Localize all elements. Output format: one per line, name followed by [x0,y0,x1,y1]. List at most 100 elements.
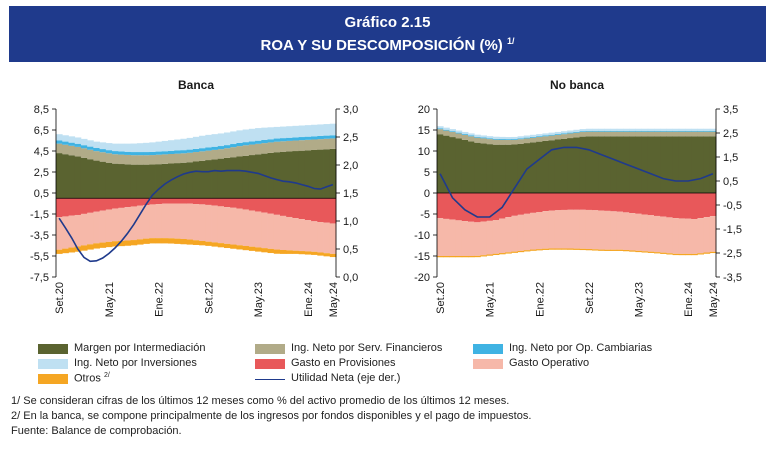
bar-cambiarias [561,133,568,135]
bar-operativo [703,217,711,253]
bar-provisiones [304,198,312,221]
bar-inversiones [480,135,487,138]
bar-inversiones [56,134,63,141]
bar-cambiarias [211,146,219,150]
bar-serv [292,140,300,152]
bar-cambiarias [174,150,181,154]
bar-margen [697,136,704,193]
bar-otros [298,251,306,255]
bar-margen [554,139,562,193]
bar-operativo [548,210,556,249]
bar-serv [280,141,287,152]
bar-margen [205,160,212,199]
bar-provisiones [443,193,450,219]
bar-provisiones [317,198,324,223]
bar-provisiones [280,198,287,216]
bar-cambiarias [255,140,262,144]
bar-serv [255,143,262,155]
bar-serv [592,131,599,137]
bar-otros [623,249,630,252]
bar-margen [530,142,537,193]
bar-provisiones [273,198,281,215]
bar-otros [585,249,593,251]
bar-cambiarias [130,152,138,156]
bar-margen [112,163,119,199]
bar-operativo [567,209,574,249]
x-tick-label: Set.20 [54,282,66,314]
bar-otros [273,249,281,254]
bar-operativo [199,204,206,241]
bar-otros [691,253,698,256]
bar-otros [703,252,711,254]
bar-operativo [180,203,188,240]
bar-operativo [511,215,518,252]
bar-cambiarias [598,130,605,132]
bar-provisiones [124,198,132,208]
bar-otros [499,253,506,255]
bar-otros [161,238,169,244]
bar-operativo [149,204,156,239]
bar-serv [317,139,324,150]
bar-margen [610,136,618,193]
bar-cambiarias [224,145,231,149]
bar-inversiones [230,131,237,145]
bar-cambiarias [68,142,76,146]
bar-margen [224,157,231,199]
bar-margen [317,149,324,199]
bar-operativo [585,209,593,250]
bar-operativo [143,205,150,239]
bar-operativo [286,216,293,251]
bar-inversiones [703,128,711,131]
bar-margen [242,155,250,199]
bar-cambiarias [286,137,293,141]
bar-margen [136,164,144,199]
bar-operativo [672,218,680,254]
bar-cambiarias [304,136,312,140]
bar-inversiones [523,135,531,138]
bar-serv [449,132,456,138]
bar-provisiones [130,198,138,207]
bar-operativo [112,208,119,242]
bar-cambiarias [87,146,94,150]
bar-otros [199,240,206,246]
bar-inversiones [292,125,300,138]
bar-serv [267,142,275,153]
bar-cambiarias [136,152,144,156]
bar-cambiarias [93,147,100,152]
legend-swatch-cambiarias [473,344,503,354]
bar-inversiones [499,136,506,139]
bar-otros [230,244,237,249]
bar-otros [93,243,100,249]
bar-serv [678,131,686,137]
bar-operativo [211,205,219,243]
bar-provisiones [217,198,225,207]
bar-inversiones [236,130,244,143]
bar-inversiones [329,123,337,136]
bar-operativo [155,204,163,239]
bar-margen [505,144,512,193]
bar-provisiones [62,198,69,217]
bar-operativo [647,215,655,252]
bar-serv [236,146,244,157]
bar-operativo [230,207,237,245]
bar-cambiarias [242,142,250,146]
bar-serv [155,154,163,165]
bar-inversiones [567,130,574,133]
bar-serv [105,153,113,163]
bar-operativo [616,211,624,250]
bar-provisiones [616,193,624,212]
bar-otros [480,255,487,257]
right-tick-label: 0,0 [343,272,358,284]
bar-cambiarias [205,147,212,151]
bar-inversiones [647,128,655,131]
panel-title: Banca [178,78,214,92]
bar-inversiones [548,132,556,135]
bar-inversiones [286,126,293,138]
bar-provisiones [703,193,711,218]
legend-swatch-provisiones [255,359,285,369]
bar-otros [323,253,331,257]
right-tick-label: 2,0 [343,160,358,172]
bar-otros [554,248,562,250]
bar-provisiones [691,193,698,220]
bar-provisiones [449,193,456,220]
